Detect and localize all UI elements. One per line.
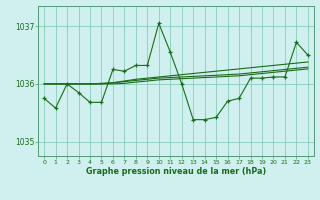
X-axis label: Graphe pression niveau de la mer (hPa): Graphe pression niveau de la mer (hPa): [86, 167, 266, 176]
